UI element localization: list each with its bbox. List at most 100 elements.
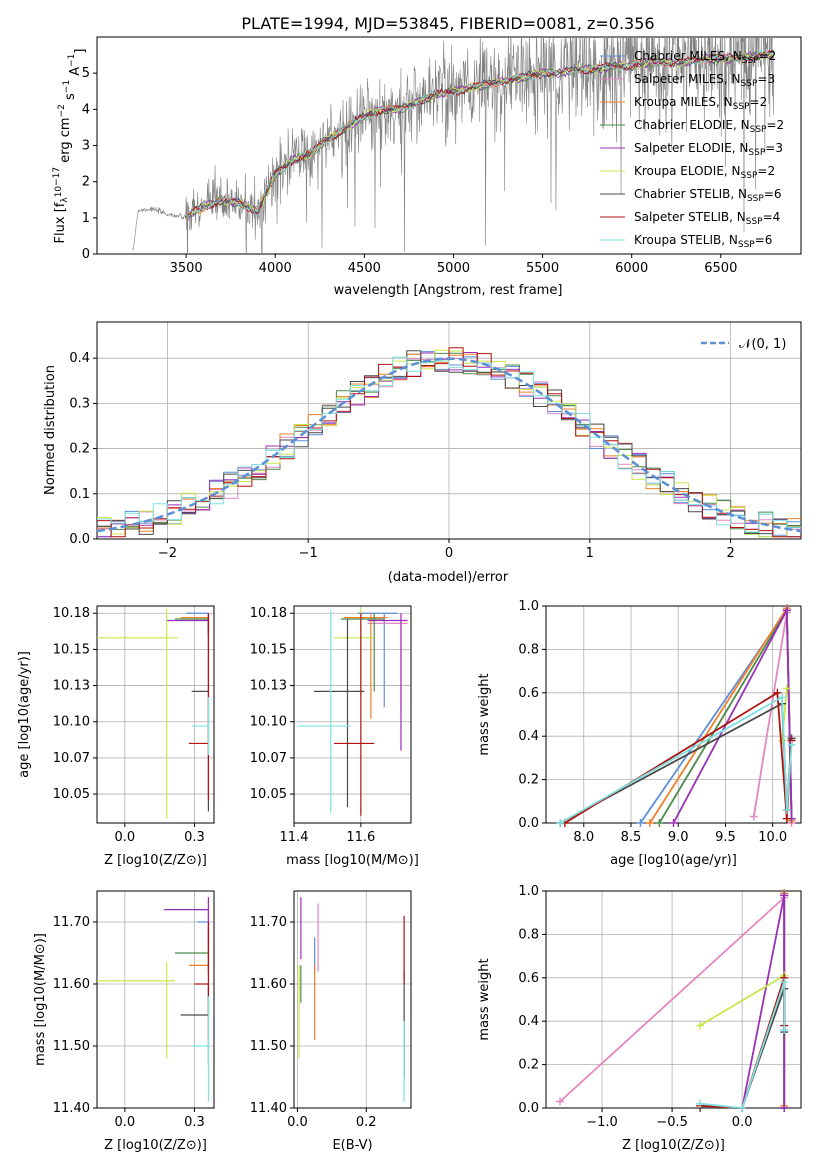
y-tick-label: 11.70 xyxy=(250,915,287,930)
y-tick-label: 10.15 xyxy=(53,642,90,657)
y-tick-label: 0.6 xyxy=(518,971,539,986)
model-spectrum xyxy=(185,49,774,216)
weight-marker xyxy=(556,1097,565,1106)
weight-marker xyxy=(696,1099,705,1108)
y-tick-label: 0.8 xyxy=(518,642,539,657)
weight-marker xyxy=(780,1104,789,1112)
x-axis-label: Z [log10(Z/Z⊙)] xyxy=(622,1138,725,1153)
weight-marker xyxy=(778,693,787,702)
x-tick-label: −1 xyxy=(299,546,318,561)
y-tick-label: 0.0 xyxy=(518,816,539,831)
y-tick-label: 10.05 xyxy=(250,787,287,802)
legend-value: =6 xyxy=(755,233,773,247)
y-tick-label: 11.40 xyxy=(53,1101,90,1116)
y-tick-label: 0.4 xyxy=(518,1014,539,1029)
x-tick-label: −2 xyxy=(158,546,177,561)
y-label-part: −17 xyxy=(52,167,62,186)
legend-subscript: SSP xyxy=(741,171,758,181)
legend-entry: Chabrier STELIB, NSSP=6 xyxy=(634,187,782,204)
y-tick-label: 10.07 xyxy=(53,751,90,766)
x-tick-label: 0.3 xyxy=(184,830,205,845)
y-label-part: −1 xyxy=(67,54,77,67)
axes-frame xyxy=(293,890,412,1109)
y-tick-label: 10.10 xyxy=(250,715,287,730)
weight-marker xyxy=(749,812,758,821)
x-tick-label: 10.0 xyxy=(758,830,787,845)
legend-entry: Salpeter STELIB, NSSP=4 xyxy=(634,210,780,227)
x-tick-label: 0.3 xyxy=(184,1115,205,1130)
legend-value: =4 xyxy=(763,210,781,224)
y-tick-label: 0.2 xyxy=(69,442,90,457)
legend-value: =2 xyxy=(757,164,775,178)
y-tick-label: 4 xyxy=(82,102,90,117)
y-tick-label: 2 xyxy=(82,175,90,190)
legend-entry: Salpeter MILES, NSSP=3 xyxy=(634,72,775,89)
spectrum-plot xyxy=(93,72,722,258)
y-tick-label: 5 xyxy=(82,66,90,81)
x-tick-label: 11.4 xyxy=(280,830,309,845)
x-tick-label: 8.0 xyxy=(573,830,594,845)
legend-entry: Kroupa STELIB, NSSP=6 xyxy=(634,233,772,250)
y-tick-label: 11.50 xyxy=(53,1039,90,1054)
weight-marker xyxy=(780,891,789,900)
x-tick-label: 0 xyxy=(445,546,453,561)
weight-marker xyxy=(738,1104,747,1112)
x-axis-label: (data-model)/error xyxy=(388,570,509,585)
x-tick-label: −1.0 xyxy=(586,1115,618,1130)
y-tick-label: 0.2 xyxy=(518,773,539,788)
x-tick-label: 3500 xyxy=(170,261,203,276)
y-label-part: −2 xyxy=(57,104,67,117)
x-axis-label: Z [log10(Z/Z⊙)] xyxy=(104,1138,207,1153)
y-tick-label: 1.0 xyxy=(518,599,539,614)
y-tick-label: 10.10 xyxy=(53,715,90,730)
weight-marker xyxy=(636,819,645,827)
x-tick-label: 4000 xyxy=(259,261,292,276)
y-label-part: λ xyxy=(60,197,70,203)
y-tick-label: 11.40 xyxy=(250,1101,287,1116)
weight-marker xyxy=(782,814,791,823)
y-tick-label: 0.8 xyxy=(518,927,539,942)
weight-line xyxy=(699,974,785,1027)
y-tick-label: 0.4 xyxy=(518,729,539,744)
weight-marker xyxy=(782,684,791,693)
y-tick-label: 10.18 xyxy=(53,606,90,621)
x-tick-label: 0.0 xyxy=(115,1115,136,1130)
normal-curve xyxy=(96,357,802,533)
weight-marker xyxy=(782,805,791,814)
y-tick-label: 10.18 xyxy=(250,606,287,621)
y-tick-label: 3 xyxy=(82,139,90,154)
y-tick-label: 10.13 xyxy=(53,679,90,694)
axes-frame xyxy=(293,605,412,824)
y-tick-label: 11.60 xyxy=(250,977,287,992)
legend-subscript: SSP xyxy=(746,217,763,227)
y-tick-label: 10.15 xyxy=(250,642,287,657)
x-tick-label: 9.5 xyxy=(715,830,736,845)
y-tick-label: 0.4 xyxy=(69,351,90,366)
y-label-part: A xyxy=(68,67,83,80)
weight-marker xyxy=(645,819,654,827)
axes-frame xyxy=(96,605,215,824)
legend-subscript: SSP xyxy=(738,240,755,250)
x-tick-label: 5000 xyxy=(437,261,470,276)
data-spectrum xyxy=(132,37,775,254)
legend-entry: Chabrier MILES, NSSP=2 xyxy=(634,49,776,66)
axes-frame xyxy=(96,36,802,255)
legend-entry: 𝒩(0, 1) xyxy=(739,337,786,352)
y-axis-label: mass [log10(M/M⊙)] xyxy=(33,933,48,1066)
legend-subscript: SSP xyxy=(733,102,750,112)
legend-subscript: SSP xyxy=(748,148,765,158)
ebv_mass-plot xyxy=(290,891,411,1112)
weight-marker xyxy=(780,978,789,987)
x-tick-label: 0.0 xyxy=(115,830,136,845)
weight-marker xyxy=(782,606,791,615)
y-label-part: −1 xyxy=(62,80,72,93)
legend-subscript: SSP xyxy=(742,56,759,66)
y-label-part: 10 xyxy=(54,186,64,198)
y-tick-label: 11.50 xyxy=(250,1039,287,1054)
legend-subscript: SSP xyxy=(750,125,767,135)
x-axis-label: age [log10(age/yr)] xyxy=(610,853,737,868)
y-tick-label: 10.05 xyxy=(53,787,90,802)
x-tick-label: 4500 xyxy=(348,261,381,276)
x-axis-label: E(B-V) xyxy=(332,1138,372,1153)
weight-line xyxy=(559,695,793,823)
